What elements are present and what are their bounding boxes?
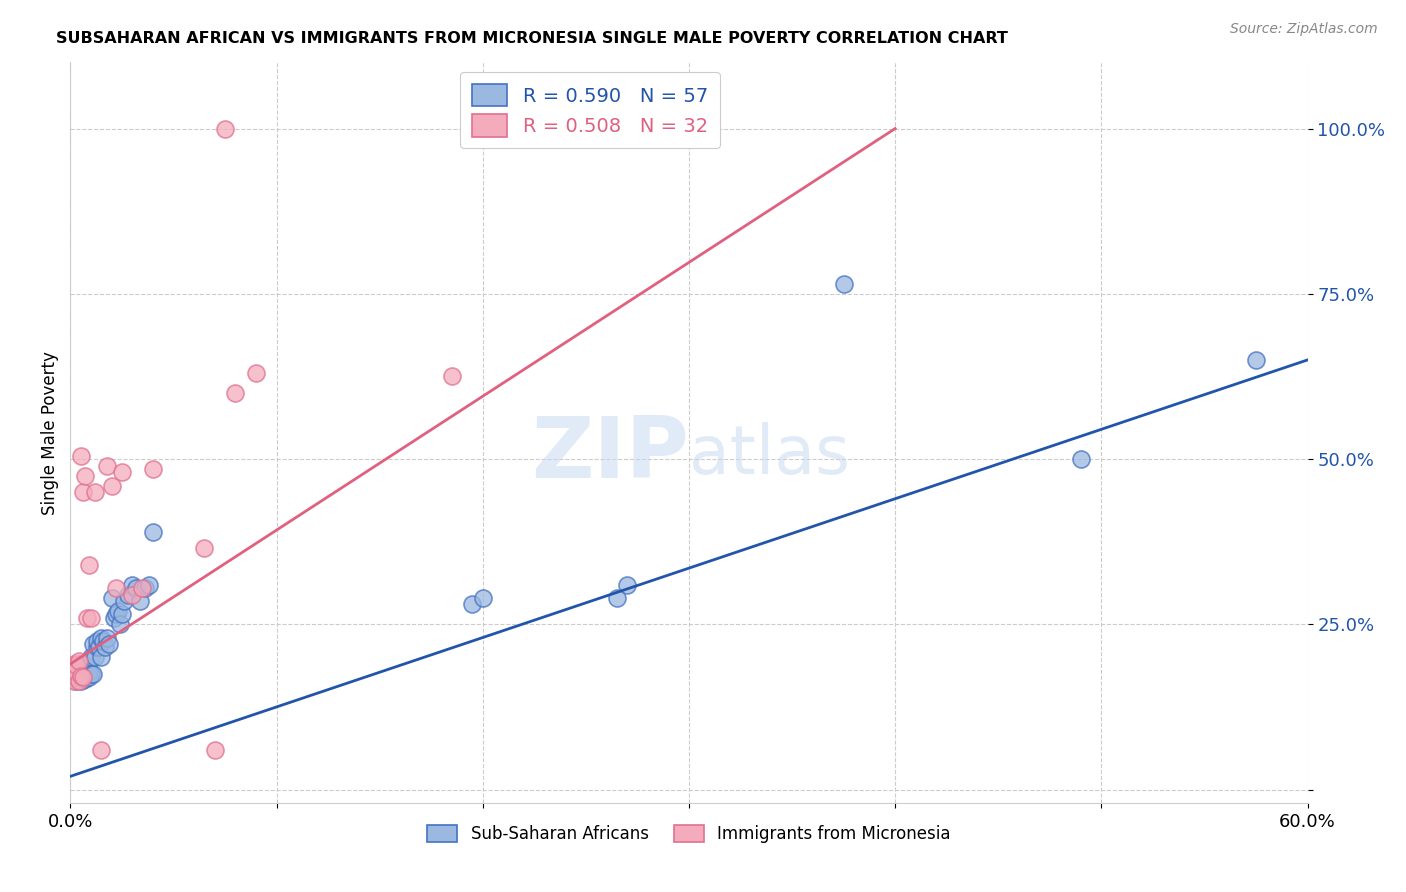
- Point: [90, 743, 112, 757]
- Point: [117, 588, 139, 602]
- Point: [65, 666, 87, 681]
- Point: [82, 637, 104, 651]
- Point: [91, 633, 114, 648]
- Point: [96, 631, 118, 645]
- Point: [245, 366, 267, 380]
- Text: atlas: atlas: [689, 422, 849, 488]
- Point: [96, 458, 118, 473]
- Point: [76, 611, 98, 625]
- Point: [471, 591, 494, 605]
- Point: [440, 369, 463, 384]
- Point: [606, 591, 628, 605]
- Point: [131, 581, 153, 595]
- Point: [72, 485, 94, 500]
- Point: [138, 577, 160, 591]
- Y-axis label: Single Male Poverty: Single Male Poverty: [41, 351, 59, 515]
- Point: [63, 664, 86, 678]
- Point: [108, 617, 131, 632]
- Point: [72, 670, 94, 684]
- Point: [65, 673, 87, 688]
- Point: [832, 277, 855, 291]
- Point: [69, 449, 91, 463]
- Point: [67, 657, 90, 671]
- Point: [125, 581, 148, 595]
- Point: [104, 581, 127, 595]
- Point: [1244, 352, 1267, 367]
- Point: [100, 478, 122, 492]
- Point: [80, 666, 103, 681]
- Point: [224, 386, 246, 401]
- Point: [60, 666, 83, 681]
- Point: [121, 577, 143, 591]
- Point: [73, 468, 96, 483]
- Point: [616, 577, 638, 591]
- Point: [73, 665, 96, 679]
- Point: [65, 660, 87, 674]
- Point: [112, 594, 135, 608]
- Point: [104, 607, 127, 622]
- Point: [72, 670, 94, 684]
- Point: [76, 662, 98, 676]
- Point: [73, 658, 96, 673]
- Point: [84, 485, 107, 500]
- Point: [94, 640, 117, 655]
- Point: [63, 660, 86, 674]
- Point: [98, 637, 121, 651]
- Point: [89, 640, 111, 655]
- Point: [142, 524, 165, 539]
- Text: SUBSAHARAN AFRICAN VS IMMIGRANTS FROM MICRONESIA SINGLE MALE POVERTY CORRELATION: SUBSAHARAN AFRICAN VS IMMIGRANTS FROM MI…: [56, 31, 1008, 46]
- Point: [69, 673, 91, 688]
- Point: [193, 541, 215, 556]
- Point: [204, 743, 226, 757]
- Point: [69, 669, 91, 683]
- Point: [111, 607, 134, 622]
- Point: [67, 654, 90, 668]
- Text: ZIP: ZIP: [531, 413, 689, 496]
- Point: [77, 558, 100, 572]
- Point: [77, 670, 100, 684]
- Point: [67, 674, 90, 689]
- Point: [69, 660, 91, 674]
- Point: [129, 594, 152, 608]
- Point: [63, 673, 86, 688]
- Point: [67, 670, 90, 684]
- Point: [67, 664, 90, 678]
- Point: [63, 657, 86, 671]
- Point: [461, 598, 484, 612]
- Point: [69, 666, 91, 681]
- Point: [107, 604, 129, 618]
- Text: Source: ZipAtlas.com: Source: ZipAtlas.com: [1230, 22, 1378, 37]
- Legend: Sub-Saharan Africans, Immigrants from Micronesia: Sub-Saharan Africans, Immigrants from Mi…: [420, 819, 957, 850]
- Point: [84, 650, 107, 665]
- Point: [65, 665, 87, 679]
- Point: [134, 581, 156, 595]
- Point: [65, 670, 87, 684]
- Point: [90, 631, 112, 645]
- Point: [65, 658, 87, 673]
- Point: [82, 666, 104, 681]
- Point: [214, 121, 236, 136]
- Point: [103, 611, 125, 625]
- Point: [121, 588, 143, 602]
- Point: [72, 660, 94, 674]
- Point: [77, 664, 100, 678]
- Point: [72, 666, 94, 681]
- Point: [60, 660, 83, 674]
- Point: [60, 666, 83, 681]
- Point: [111, 465, 134, 479]
- Point: [100, 591, 122, 605]
- Point: [80, 611, 103, 625]
- Point: [86, 633, 108, 648]
- Point: [142, 462, 165, 476]
- Point: [80, 650, 103, 665]
- Point: [73, 672, 96, 686]
- Point: [86, 640, 108, 655]
- Point: [76, 669, 98, 683]
- Point: [1070, 452, 1092, 467]
- Point: [90, 650, 112, 665]
